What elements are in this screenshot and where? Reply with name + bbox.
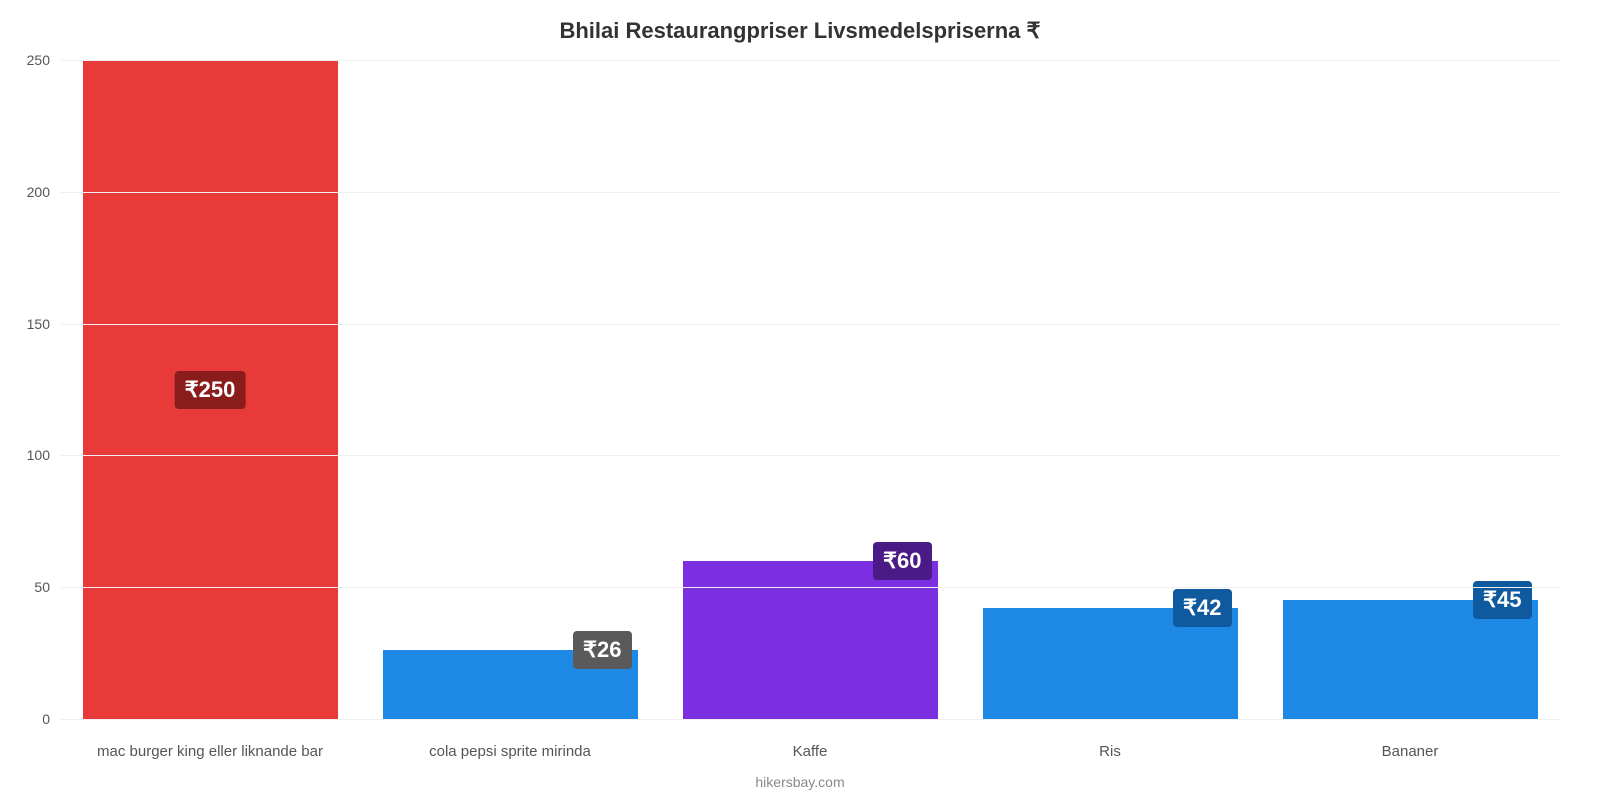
grid-line [60,455,1560,456]
x-axis-label: cola pepsi sprite mirinda [360,743,660,760]
y-tick-label: 250 [27,52,60,68]
chart-container: Bhilai Restaurangpriser Livsmedelspriser… [0,0,1600,800]
y-tick-label: 100 [27,447,60,463]
y-tick-label: 200 [27,184,60,200]
bar-slot: ₹26 [360,60,660,719]
y-tick-label: 0 [42,711,60,727]
x-axis-label: mac burger king eller liknande bar [60,743,360,760]
credit-text: hikersbay.com [0,774,1600,790]
grid-line [60,719,1560,720]
bar: ₹26 [383,650,638,719]
bar: ₹60 [683,561,938,719]
grid-line [60,324,1560,325]
bar-slot: ₹45 [1260,60,1560,719]
bar: ₹42 [983,608,1238,719]
bar-slot: ₹250 [60,60,360,719]
bar: ₹250 [83,60,338,719]
value-badge: ₹26 [573,631,631,669]
bar-slot: ₹42 [960,60,1260,719]
y-tick-label: 50 [34,579,60,595]
plot-area: ₹250₹26₹60₹42₹45 050100150200250 [60,60,1560,720]
chart-title: Bhilai Restaurangpriser Livsmedelspriser… [0,18,1600,44]
bar-slot: ₹60 [660,60,960,719]
x-axis-label: Ris [960,743,1260,760]
x-axis-labels: mac burger king eller liknande barcola p… [60,743,1560,760]
grid-line [60,587,1560,588]
value-badge: ₹60 [873,542,931,580]
x-axis-label: Kaffe [660,743,960,760]
x-axis-label: Bananer [1260,743,1560,760]
bar: ₹45 [1283,600,1538,719]
grid-line [60,60,1560,61]
bars-row: ₹250 ₹26 ₹60 ₹42 ₹45 [60,60,1560,719]
grid-line [60,192,1560,193]
value-badge: ₹42 [1173,589,1231,627]
y-tick-label: 150 [27,316,60,332]
value-badge: ₹250 [175,371,246,409]
